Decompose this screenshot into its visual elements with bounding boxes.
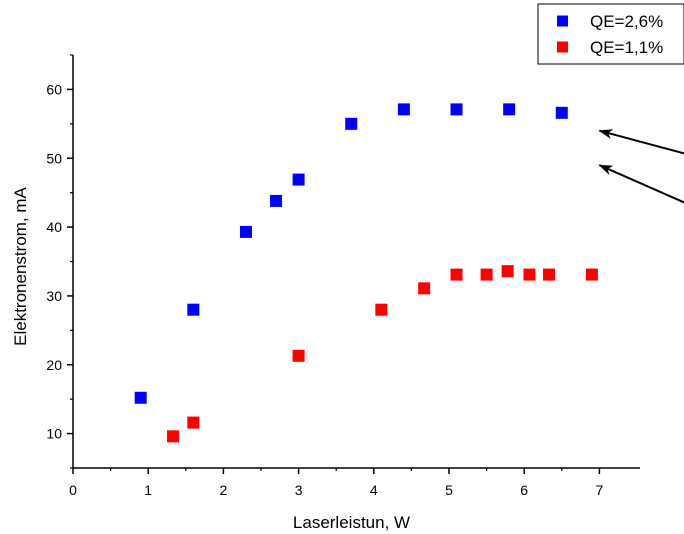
y-tick-label: 10 (46, 426, 62, 442)
annotation-arrow (598, 164, 684, 204)
legend-label-series-1: QE=2,6% (590, 12, 663, 31)
data-point-series-1 (134, 391, 147, 404)
y-tick-label: 60 (46, 81, 62, 97)
data-point-series-2 (292, 349, 305, 362)
y-axis-title: Elektronenstrom, mA (11, 186, 30, 345)
y-tick-label: 40 (46, 219, 62, 235)
data-point-series-1 (239, 225, 252, 238)
y-tick-label: 30 (46, 288, 62, 304)
data-point-series-1 (270, 194, 283, 207)
data-point-series-2 (585, 268, 598, 281)
data-point-series-1 (292, 173, 305, 186)
data-point-series-1 (345, 117, 358, 130)
data-point-series-1 (450, 103, 463, 116)
legend-box (537, 3, 684, 65)
data-point-series-1 (187, 303, 200, 316)
data-point-series-1 (503, 103, 516, 116)
data-point-series-2 (501, 265, 514, 278)
y-tick-label: 20 (46, 357, 62, 373)
legend-marker-series-2 (557, 41, 568, 53)
data-point-series-2 (450, 268, 463, 281)
x-tick-label: 3 (295, 482, 303, 498)
data-point-series-1 (397, 103, 410, 116)
x-axis-title: Laserleistun, W (293, 513, 410, 532)
data-point-series-2 (480, 268, 493, 281)
x-tick-label: 1 (144, 482, 152, 498)
data-point-series-2 (375, 303, 388, 316)
x-tick-label: 6 (520, 482, 528, 498)
data-point-series-2 (523, 268, 536, 281)
y-tick-label: 50 (46, 150, 62, 166)
x-tick-label: 2 (220, 482, 228, 498)
data-point-series-2 (418, 282, 431, 295)
data-point-series-2 (543, 268, 556, 281)
x-tick-label: 7 (596, 482, 604, 498)
x-tick-label: 4 (370, 482, 378, 498)
data-point-series-2 (187, 416, 200, 429)
legend-marker-series-1 (557, 15, 568, 27)
legend-label-series-2: QE=1,1% (590, 38, 663, 57)
x-tick-label: 0 (69, 482, 77, 498)
x-tick-label: 5 (445, 482, 453, 498)
data-point-series-1 (555, 106, 568, 119)
data-point-series-2 (167, 430, 180, 443)
annotation-arrow (598, 129, 684, 155)
